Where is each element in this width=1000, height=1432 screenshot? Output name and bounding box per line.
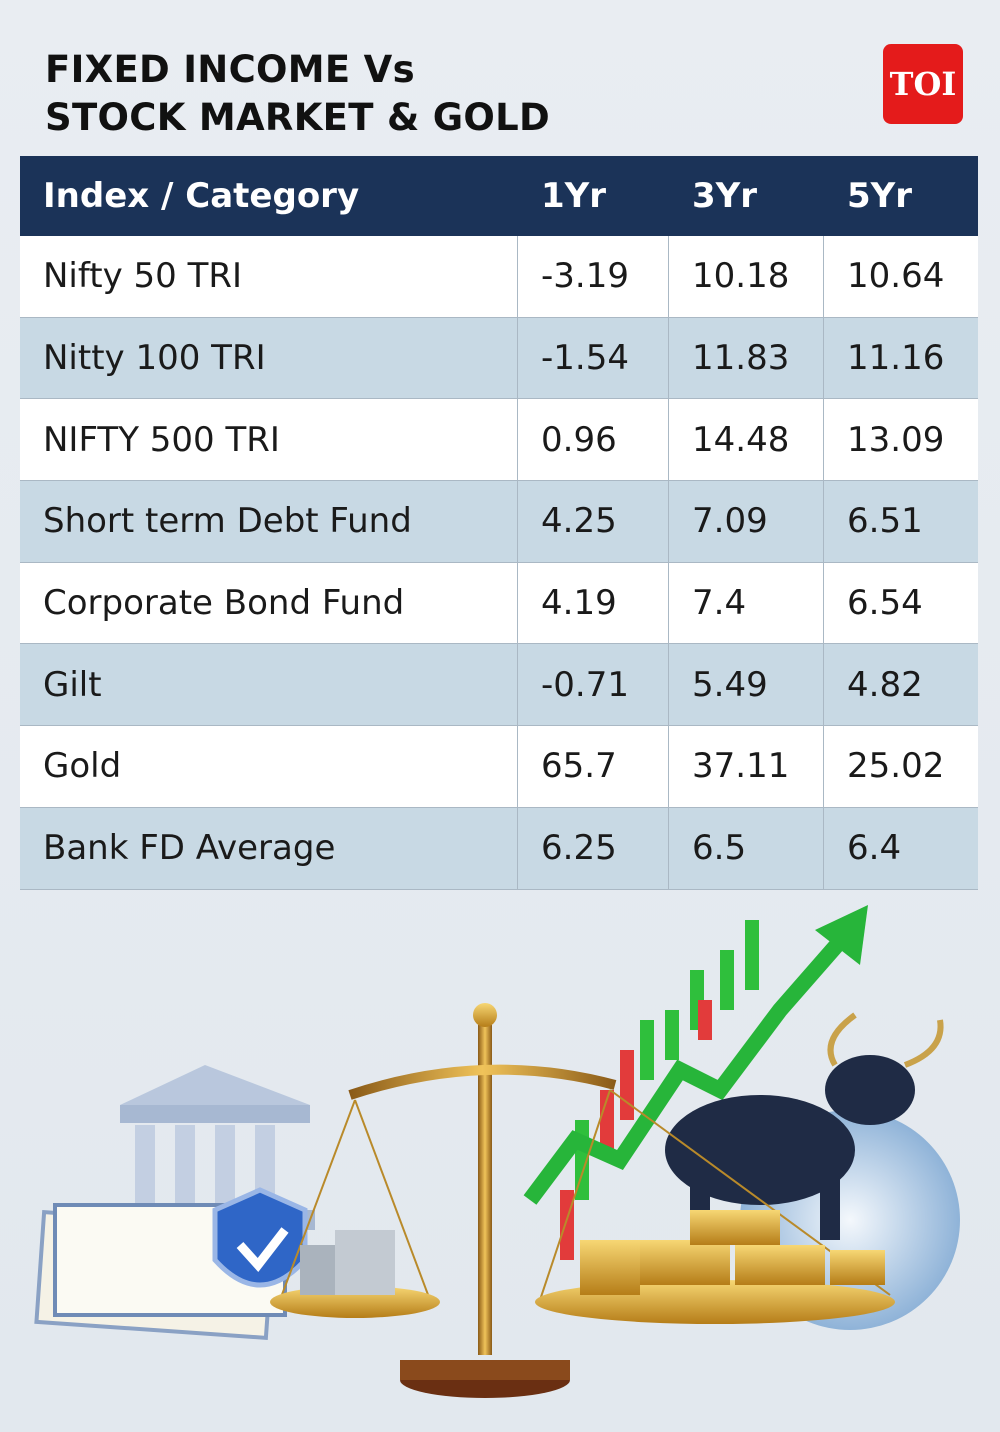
arrow-head — [815, 905, 868, 965]
value-cell: 6.5 — [669, 807, 824, 889]
value-cell: 7.4 — [669, 562, 824, 644]
category-cell: Bank FD Average — [20, 807, 518, 889]
check — [236, 1227, 289, 1273]
header-cell: 3Yr — [692, 176, 758, 216]
value-cell: 11.83 — [669, 317, 824, 399]
category-cell: Gold — [20, 726, 518, 807]
table: Index / Category 1Yr 3Yr 5Yr Nifty 50 TRI -3.… — [20, 156, 978, 890]
value-cell: 6.4 — [847, 828, 902, 869]
value-cell: 10.64 — [847, 256, 945, 297]
trend-arrow — [523, 924, 857, 1205]
table-row: Gold 65.7 37.11 25.02 — [20, 726, 978, 808]
category-cell: Gilt — [20, 644, 518, 726]
table-row: Corporate Bond Fund 4.19 7.4 6.54 — [20, 562, 978, 645]
header-cell: Index / Category — [43, 176, 360, 216]
value-cell: -3.19 — [518, 236, 669, 317]
table-row: Nitty 100 TRI -1.54 11.83 11.16 — [20, 317, 978, 400]
value-cell: 4.25 — [518, 481, 669, 562]
value-cell: 13.09 — [847, 419, 945, 460]
title-line: FIXED INCOME Vs — [45, 48, 415, 91]
title-line: STOCK MARKET & GOLD — [45, 96, 551, 139]
value-cell: 6.54 — [847, 583, 923, 624]
value-cell: 25.02 — [847, 746, 945, 787]
value-cell: -1.54 — [518, 317, 669, 399]
value-cell: 4.19 — [518, 562, 669, 644]
value-cell: 6.25 — [518, 807, 669, 889]
bull — [665, 1012, 944, 1240]
table-row: Short term Debt Fund 4.25 7.09 6.51 — [20, 481, 978, 563]
table-row: Bank FD Average 6.25 6.5 6.4 — [20, 807, 978, 890]
table-row: Nifty 50 TRI -3.19 10.18 10.64 — [20, 236, 978, 318]
logo: TOI — [883, 44, 963, 124]
header-row: Index / Category 1Yr 3Yr 5Yr — [20, 156, 978, 236]
coins — [300, 1230, 640, 1295]
header-cell: 5Yr — [847, 176, 913, 216]
value-cell: -0.71 — [518, 644, 669, 726]
value-cell: 65.7 — [518, 726, 669, 807]
table-row: Gilt -0.71 5.49 4.82 — [20, 644, 978, 727]
table-row: NIFTY 500 TRI 0.96 14.48 13.09 — [20, 399, 978, 482]
illustration — [34, 905, 960, 1398]
title: FIXED INCOME Vs STOCK MARKET & GOLD — [45, 46, 550, 142]
value-cell: 0.96 — [518, 399, 669, 481]
category-cell: Nifty 50 TRI — [20, 236, 518, 317]
value-cell: 7.09 — [669, 481, 824, 562]
value-cell: 37.11 — [669, 726, 824, 807]
value-cell: 5.49 — [669, 644, 824, 726]
category-cell: NIFTY 500 TRI — [20, 399, 518, 481]
value-cell: 14.48 — [669, 399, 824, 481]
category-cell: Nitty 100 TRI — [20, 317, 518, 399]
gold-bars — [640, 1210, 885, 1285]
value-cell: 11.16 — [847, 338, 945, 379]
value-cell: 10.18 — [669, 236, 824, 317]
value-cell: 6.51 — [847, 501, 923, 542]
category-cell: Short term Debt Fund — [20, 481, 518, 562]
header-cell: 1Yr — [541, 176, 607, 216]
category-cell: Corporate Bond Fund — [20, 562, 518, 644]
value-cell: 4.82 — [847, 664, 923, 705]
